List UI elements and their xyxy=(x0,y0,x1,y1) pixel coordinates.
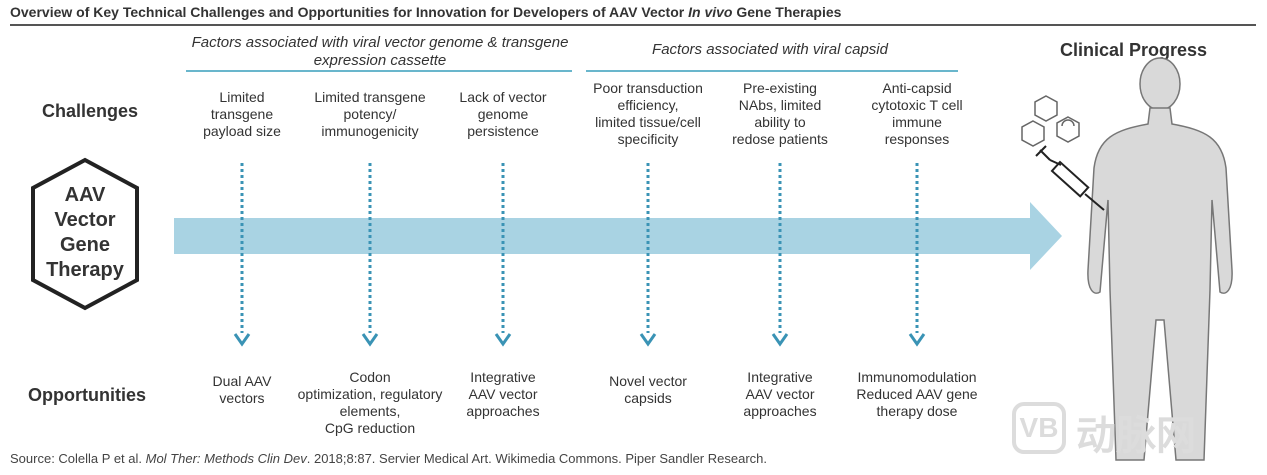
watermark-text: 动脉网 xyxy=(1076,414,1196,458)
page-title: Overview of Key Technical Challenges and… xyxy=(10,4,842,20)
group-label-capsid: Factors associated with viral capsid xyxy=(652,41,888,58)
aav-hexagon xyxy=(31,157,139,311)
challenges-label: Challenges xyxy=(42,101,139,121)
opportunity-1: Dual AAV vectors xyxy=(212,373,272,406)
human-body-icon xyxy=(1087,57,1233,461)
group-rule-capsid xyxy=(586,70,958,72)
dotted-arrow-3 xyxy=(494,163,512,347)
center-line-4: Therapy xyxy=(46,259,124,281)
opportunity-3: Integrative AAV vector approaches xyxy=(466,369,540,419)
dotted-arrow-2 xyxy=(361,163,379,347)
opportunity-5: Integrative AAV vector approaches xyxy=(743,369,817,419)
challenge-2: Limited transgene potency/immunogenicity xyxy=(314,89,426,139)
opportunity-4: Novel vector capsids xyxy=(609,373,687,406)
challenge-4: Poor transduction efficiency, limited tiss… xyxy=(593,80,703,147)
center-line-1: AAV xyxy=(64,184,106,206)
challenge-6: Anti-capsid cytotoxic T cell immune respons… xyxy=(871,80,963,147)
dotted-arrow-5 xyxy=(771,163,789,347)
dotted-arrow-4 xyxy=(639,163,657,347)
watermark-logo: VB xyxy=(1012,402,1066,454)
center-line-2: Vector xyxy=(54,209,116,231)
center-line-3: Gene xyxy=(59,234,111,256)
dotted-arrow-1 xyxy=(233,163,251,347)
challenge-1: Limited transgene payload size xyxy=(203,89,281,139)
source-citation: Source: Colella P et al. Mol Ther: Metho… xyxy=(10,451,767,466)
challenge-3: Lack of vector genome persistence xyxy=(459,89,547,139)
opportunities-label: Opportunities xyxy=(28,385,146,405)
opportunity-2: Codon optimization, regulatory elements, Cp… xyxy=(297,369,443,436)
main-progress-arrow xyxy=(174,202,1062,270)
center-label: AAV Vector Gene Therapy xyxy=(35,183,135,283)
group-rule-genome xyxy=(186,70,572,72)
source-suffix: . 2018;8:87. Servier Medical Art. Wikime… xyxy=(306,451,767,466)
source-journal: Mol Ther: Methods Clin Dev xyxy=(145,451,307,466)
opportunity-6: Immunomodulation Reduced AAV gene therapy … xyxy=(856,369,978,419)
molecule-icon xyxy=(1021,95,1080,147)
dotted-arrow-6 xyxy=(908,163,926,347)
source-prefix: Source: Colella P et al. xyxy=(10,451,146,466)
clinical-progress-label: Clinical Progress xyxy=(1060,40,1208,60)
group-label-genome: Factors associated with viral vector gen… xyxy=(191,34,569,69)
syringe-icon xyxy=(1035,145,1105,211)
challenge-5: Pre-existing NAbs, limited ability to redos… xyxy=(732,80,828,147)
title-divider xyxy=(10,24,1256,26)
